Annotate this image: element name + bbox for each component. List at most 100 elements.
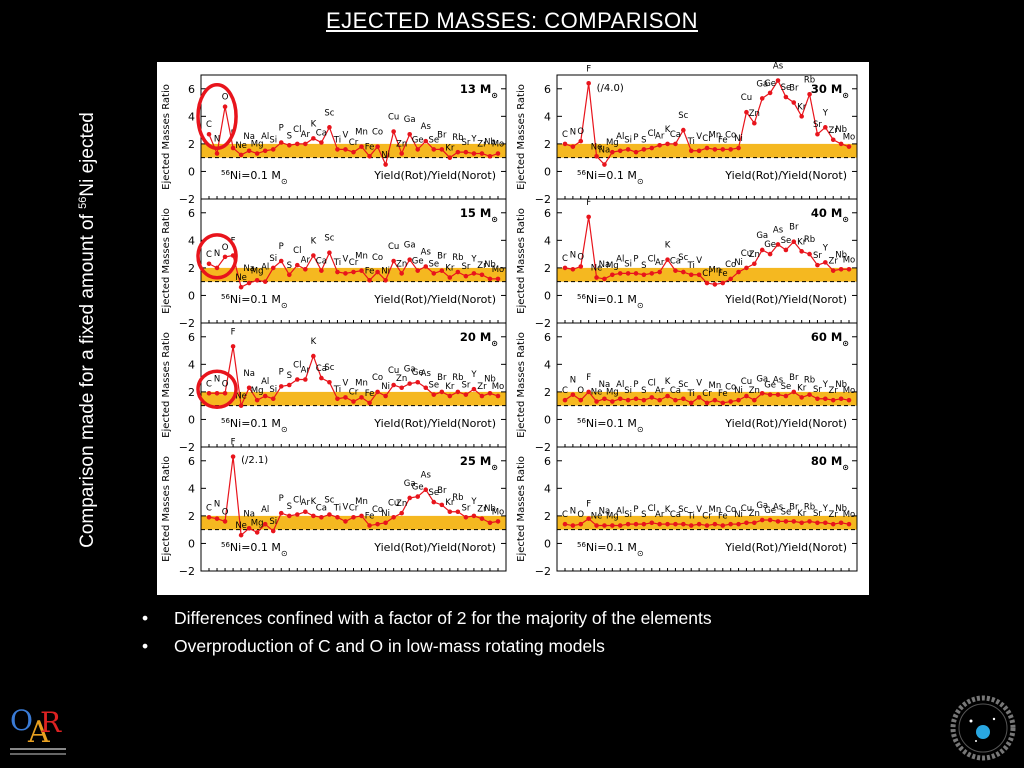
element-label-Sc: Sc <box>678 505 688 515</box>
data-point-Ti <box>335 269 340 275</box>
element-label-Fe: Fe <box>718 389 728 399</box>
element-label-Ti: Ti <box>687 261 695 271</box>
data-point-P <box>633 521 639 527</box>
y-tick-label: 2 <box>544 386 551 399</box>
data-point-Ar <box>303 509 308 515</box>
element-label-K: K <box>665 241 671 251</box>
data-point-Ar <box>303 141 308 147</box>
data-point-Zn <box>399 151 404 156</box>
element-label-Br: Br <box>789 223 799 233</box>
element-label-Ni: Ni <box>381 266 390 276</box>
element-label-Nb: Nb <box>484 504 496 514</box>
data-point-C <box>206 390 212 396</box>
data-point-As <box>775 392 781 397</box>
element-label-V: V <box>696 378 702 388</box>
element-label-Sr: Sr <box>813 385 822 395</box>
data-point-Ar <box>303 266 308 272</box>
element-label-Ni: Ni <box>381 151 390 161</box>
data-point-Ge <box>415 268 421 273</box>
element-label-V: V <box>696 132 702 142</box>
element-label-Sr: Sr <box>461 138 470 148</box>
element-label-Ge: Ge <box>764 240 776 250</box>
element-label-F: F <box>586 500 591 510</box>
data-point-Cl <box>295 141 300 147</box>
element-label-As: As <box>421 471 432 481</box>
data-point-Co <box>728 521 733 527</box>
data-point-Mg <box>254 151 260 156</box>
element-label-Y: Y <box>822 243 829 253</box>
data-point-Sc <box>681 127 686 133</box>
element-label-Ne: Ne <box>235 141 247 151</box>
element-label-Cl: Cl <box>293 496 301 506</box>
data-point-Zn <box>399 271 404 276</box>
ejected-masses-figure: −2 0 2 4 6 Ejected Masses Ratio C N O F Ne Na Mg Al Si… <box>157 62 869 595</box>
data-point-Mn <box>359 144 364 149</box>
element-label-Ar: Ar <box>655 510 665 520</box>
data-point-F <box>586 389 591 395</box>
data-point-Al <box>617 271 623 276</box>
data-point-Ca <box>673 268 678 273</box>
data-point-N <box>214 151 220 156</box>
element-label-Mn: Mn <box>355 252 368 262</box>
element-label-F: F <box>231 327 236 337</box>
data-point-Ge <box>767 90 773 96</box>
data-point-Si <box>270 265 276 271</box>
element-label-Y: Y <box>822 108 829 118</box>
data-point-K <box>665 393 670 399</box>
element-label-P: P <box>279 494 284 504</box>
data-point-Ne <box>238 284 244 290</box>
y-tick-label: 0 <box>544 289 551 302</box>
y-tick-label: 4 <box>188 234 195 247</box>
data-point-Mn <box>359 395 364 400</box>
data-point-Kr <box>447 509 453 515</box>
data-point-Se <box>431 147 437 152</box>
element-label-Ni: Ni <box>734 510 743 520</box>
element-label-Cl: Cl <box>293 246 301 256</box>
ni-note: 56Ni=0.1 M⊙ <box>221 541 288 558</box>
data-point-K <box>311 513 316 519</box>
factor-two-band <box>201 267 506 282</box>
element-label-Br: Br <box>437 486 447 496</box>
element-label-Fe: Fe <box>365 142 375 152</box>
element-label-Cr: Cr <box>349 138 359 148</box>
data-point-Cl <box>295 512 300 517</box>
element-label-Zr: Zr <box>477 261 487 271</box>
data-point-N <box>570 266 576 272</box>
y-tick-label: 6 <box>188 455 195 468</box>
data-point-Kr <box>799 114 804 119</box>
data-point-O <box>578 138 584 144</box>
highlight-ellipse <box>196 82 238 150</box>
data-point-Nb <box>487 520 493 526</box>
element-label-Ne: Ne <box>235 392 247 402</box>
data-point-Zn <box>399 385 404 391</box>
data-point-Mg <box>610 523 615 528</box>
mass-label: 60 M⊙ <box>811 330 849 348</box>
element-label-Ge: Ge <box>412 483 424 493</box>
data-point-Mg <box>254 530 260 535</box>
data-point-Co <box>728 276 733 282</box>
element-label-As: As <box>421 248 432 258</box>
element-label-Zn: Zn <box>396 374 407 384</box>
element-label-P: P <box>279 367 284 377</box>
data-point-Ti <box>688 272 694 278</box>
y-axis-label: Ejected Masses Ratio <box>516 456 527 562</box>
data-point-As <box>775 78 781 83</box>
element-label-V: V <box>696 256 702 266</box>
element-label-Y: Y <box>470 497 477 507</box>
yield-ratio-note: Yield(Rot)/Yield(Norot) <box>724 169 847 182</box>
data-point-Na <box>602 162 607 167</box>
data-point-K <box>311 136 316 141</box>
element-label-Al: Al <box>616 132 624 142</box>
yield-ratio-note: Yield(Rot)/Yield(Norot) <box>724 541 847 554</box>
data-point-Br <box>791 389 797 395</box>
element-label-O: O <box>222 243 229 253</box>
data-point-Sc <box>327 125 332 130</box>
element-label-Ga: Ga <box>404 479 416 489</box>
data-point-Cl <box>649 145 655 151</box>
data-point-V <box>696 395 702 400</box>
element-label-Zr: Zr <box>477 140 487 150</box>
element-label-Ar: Ar <box>301 498 311 508</box>
element-label-P: P <box>279 242 284 252</box>
element-label-Zr: Zr <box>829 257 839 267</box>
